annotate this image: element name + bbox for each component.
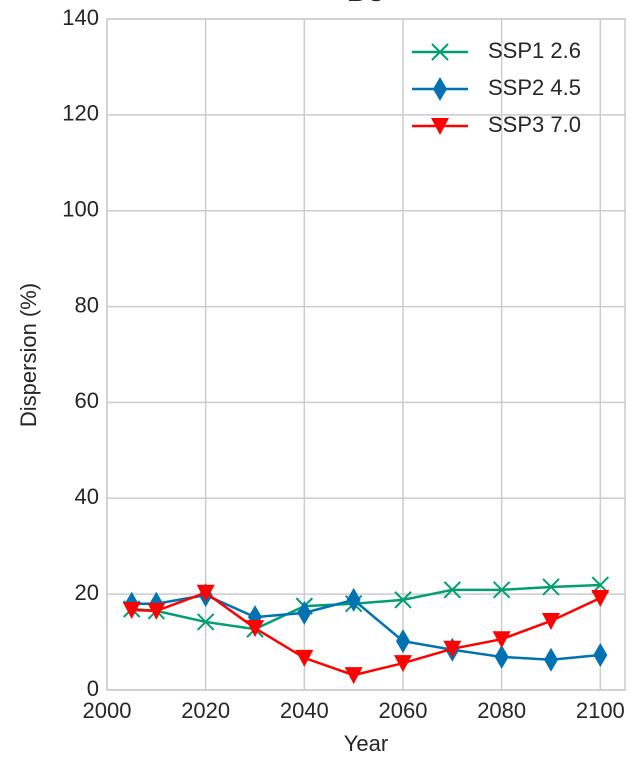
legend-label: SSP1 2.6 [488,38,581,63]
legend: SSP1 2.6 SSP2 4.5 SSP3 7.0 [412,38,581,137]
plot-frame [106,18,626,691]
legend-label: SSP3 7.0 [488,112,581,137]
y-tick-label: 20 [75,580,99,605]
series-line [131,591,601,677]
marker [431,118,449,135]
y-tick-label: 60 [75,388,99,413]
marker [196,584,215,602]
marker [196,613,215,631]
marker [396,629,410,654]
legend-label: SSP2 4.5 [488,75,581,100]
x-tick-label: 2100 [576,698,625,723]
y-tick-label: 80 [75,292,99,317]
marker [591,589,610,607]
marker [494,644,509,669]
marker [394,655,412,673]
marker [431,43,449,61]
x-axis-label: Year [344,731,388,756]
y-tick-label: 140 [62,5,99,30]
marker [394,591,412,609]
marker [593,643,608,668]
y-tick-label: 0 [87,676,99,701]
y-tick-label: 100 [62,197,99,222]
marker [246,620,264,638]
x-tick-label: 2080 [477,698,526,723]
chart-title: BC [347,0,385,7]
marker [544,647,558,672]
marker [297,600,312,625]
x-tick-label: 2040 [280,698,329,723]
marker [147,602,166,620]
x-tick-label: 2020 [181,698,230,723]
x-tick-label: 2000 [83,698,132,723]
marker [346,587,361,612]
y-axis-label: Dispersion (%) [16,283,41,427]
marker [443,581,462,599]
marker [542,578,560,596]
x-tick-label: 2060 [379,698,428,723]
marker [344,667,363,685]
y-tick-label: 120 [62,101,99,126]
marker [122,601,141,619]
marker [492,581,511,599]
marker [492,631,511,649]
marker [542,612,560,630]
marker [443,640,462,658]
marker [433,77,447,101]
marker [295,649,314,667]
y-tick-label: 40 [75,484,99,509]
